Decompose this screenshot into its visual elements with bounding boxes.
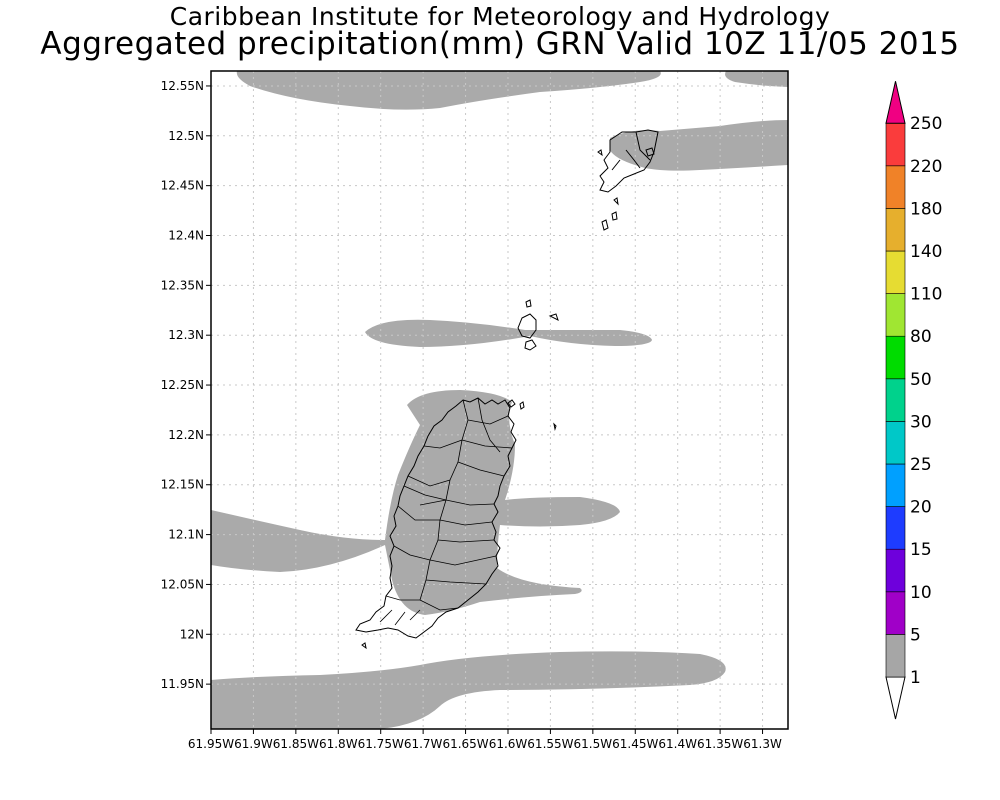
colorbar-swatch (885, 548, 906, 593)
precip-area-carriacou-band (610, 120, 788, 171)
colorbar-label: 110 (910, 285, 942, 305)
colorbar-swatch (885, 335, 906, 380)
y-tick-label: 12.4N (168, 229, 204, 243)
x-tick-label: 61.5W (574, 737, 613, 751)
colorbar-swatch (885, 591, 906, 635)
y-tick-label: 12N (180, 627, 204, 641)
islet-central-e (548, 313, 559, 321)
parish-boundaries (379, 397, 513, 626)
precip-area-north-band (236, 71, 661, 110)
islet-grenada-sw (361, 642, 367, 650)
x-tick-label: 61.75W (358, 737, 404, 751)
map-title: Caribbean Institute for Meteorology and … (169, 2, 831, 31)
colorbar-label: 140 (910, 242, 942, 262)
y-tick-label: 12.35N (161, 278, 204, 292)
carriacou-outline (599, 129, 659, 193)
colorbar-label: 50 (910, 370, 932, 390)
y-tick-label: 12.5N (168, 129, 204, 143)
colorbar-label: 20 (910, 498, 932, 518)
y-tick-label: 12.05N (161, 577, 204, 591)
y-tick-label: 12.15N (161, 478, 204, 492)
x-tick-label: 61.6W (489, 737, 528, 751)
y-tick-label: 12.1N (168, 528, 204, 542)
islet-grenada-e (519, 401, 525, 410)
x-axis: 61.95W 61.9W 61.85W 61.8W 61.75W 61.7W 61.65W 6… (188, 729, 782, 751)
grid-lines (211, 71, 788, 729)
colorbar-swatch (885, 634, 906, 678)
colorbar-label: 15 (910, 540, 932, 560)
y-axis: 12.55N 12.5N 12.45N 12.4N 12.35N 12.3N 12.25N 1… (161, 79, 211, 691)
colorbar-swatch (885, 421, 906, 465)
colorbar-label: 180 (910, 199, 942, 219)
colorbar-swatch (885, 463, 906, 507)
ronde-island-outline (517, 299, 537, 339)
y-tick-label: 12.55N (161, 79, 204, 93)
x-tick-label: 61.7W (404, 737, 443, 751)
colorbar-swatch (885, 378, 906, 422)
precip-area-northeast-corner (725, 71, 788, 87)
colorbar-label: 1 (910, 668, 921, 688)
islet-carriacou-s1 (601, 219, 609, 231)
colorbar-swatch (885, 208, 906, 252)
petite-martinique-outline (645, 147, 655, 157)
colorbar-swatch (885, 293, 906, 337)
y-tick-label: 12.3N (168, 328, 204, 342)
y-tick-label: 11.95N (161, 677, 204, 691)
map-subtitle: Aggregated precipitation(mm) GRN Valid 1… (40, 26, 960, 62)
precip-area-grenada-main (211, 390, 620, 615)
plot-border (210, 70, 789, 730)
colorbar-swatch-highest (885, 81, 906, 124)
colorbar-label: 30 (910, 412, 932, 432)
x-tick-label: 61.35W (697, 737, 743, 751)
islet-carriacou-w (597, 149, 603, 157)
colorbar-swatch (885, 122, 906, 167)
colorbar-label: 250 (910, 114, 942, 134)
colorbar-label: 220 (910, 157, 942, 177)
colorbar-swatch (885, 506, 906, 550)
x-tick-label: 61.8W (319, 737, 358, 751)
land-outlines (355, 129, 659, 650)
y-tick-label: 12.2N (168, 428, 204, 442)
islet-grenada-ne (507, 399, 516, 408)
grenada-island-outline (355, 397, 517, 639)
x-tick-label: 61.9W (234, 737, 273, 751)
y-tick-label: 12.25N (161, 378, 204, 392)
colorbar-swatch-lowest (885, 676, 906, 720)
precip-contours (211, 71, 788, 729)
colorbar-swatch (885, 250, 906, 294)
precip-area-central-lobe (365, 319, 652, 347)
islet-central-s (524, 339, 537, 351)
precip-area-south-band (211, 651, 726, 729)
colorbar-label: 80 (910, 327, 932, 347)
x-tick-label: 61.55W (527, 737, 573, 751)
x-tick-label: 61.95W (188, 737, 234, 751)
x-tick-label: 61.85W (273, 737, 319, 751)
islet-carriacou-s2 (611, 211, 618, 221)
y-tick-label: 12.45N (161, 179, 204, 193)
islet-grenada-e2 (553, 422, 557, 431)
x-tick-label: 61.4W (658, 737, 697, 751)
colorbar-label: 10 (910, 583, 932, 603)
x-tick-label: 61.65W (442, 737, 488, 751)
islet-carriacou-s3 (613, 197, 619, 206)
colorbar-label: 25 (910, 455, 932, 475)
colorbar-label: 5 (910, 625, 921, 645)
colorbar-swatch (885, 165, 906, 209)
x-tick-label: 61.45W (612, 737, 658, 751)
x-tick-label: 61.3W (743, 737, 782, 751)
